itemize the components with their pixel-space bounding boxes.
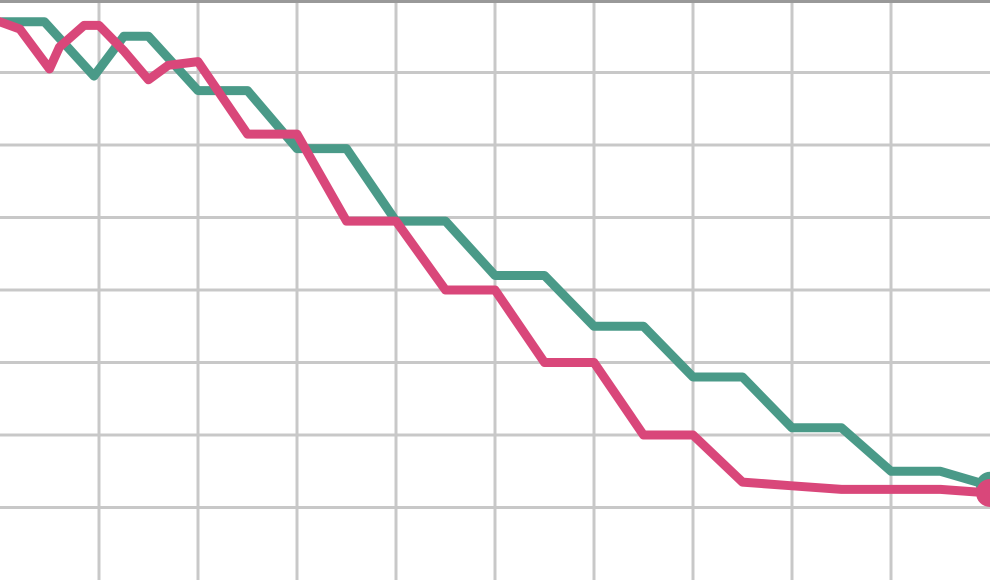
- series-line-1: [0, 17, 990, 491]
- series-end-marker-2: [976, 479, 990, 507]
- series-layer: [0, 17, 990, 507]
- series-line-2: [0, 17, 990, 498]
